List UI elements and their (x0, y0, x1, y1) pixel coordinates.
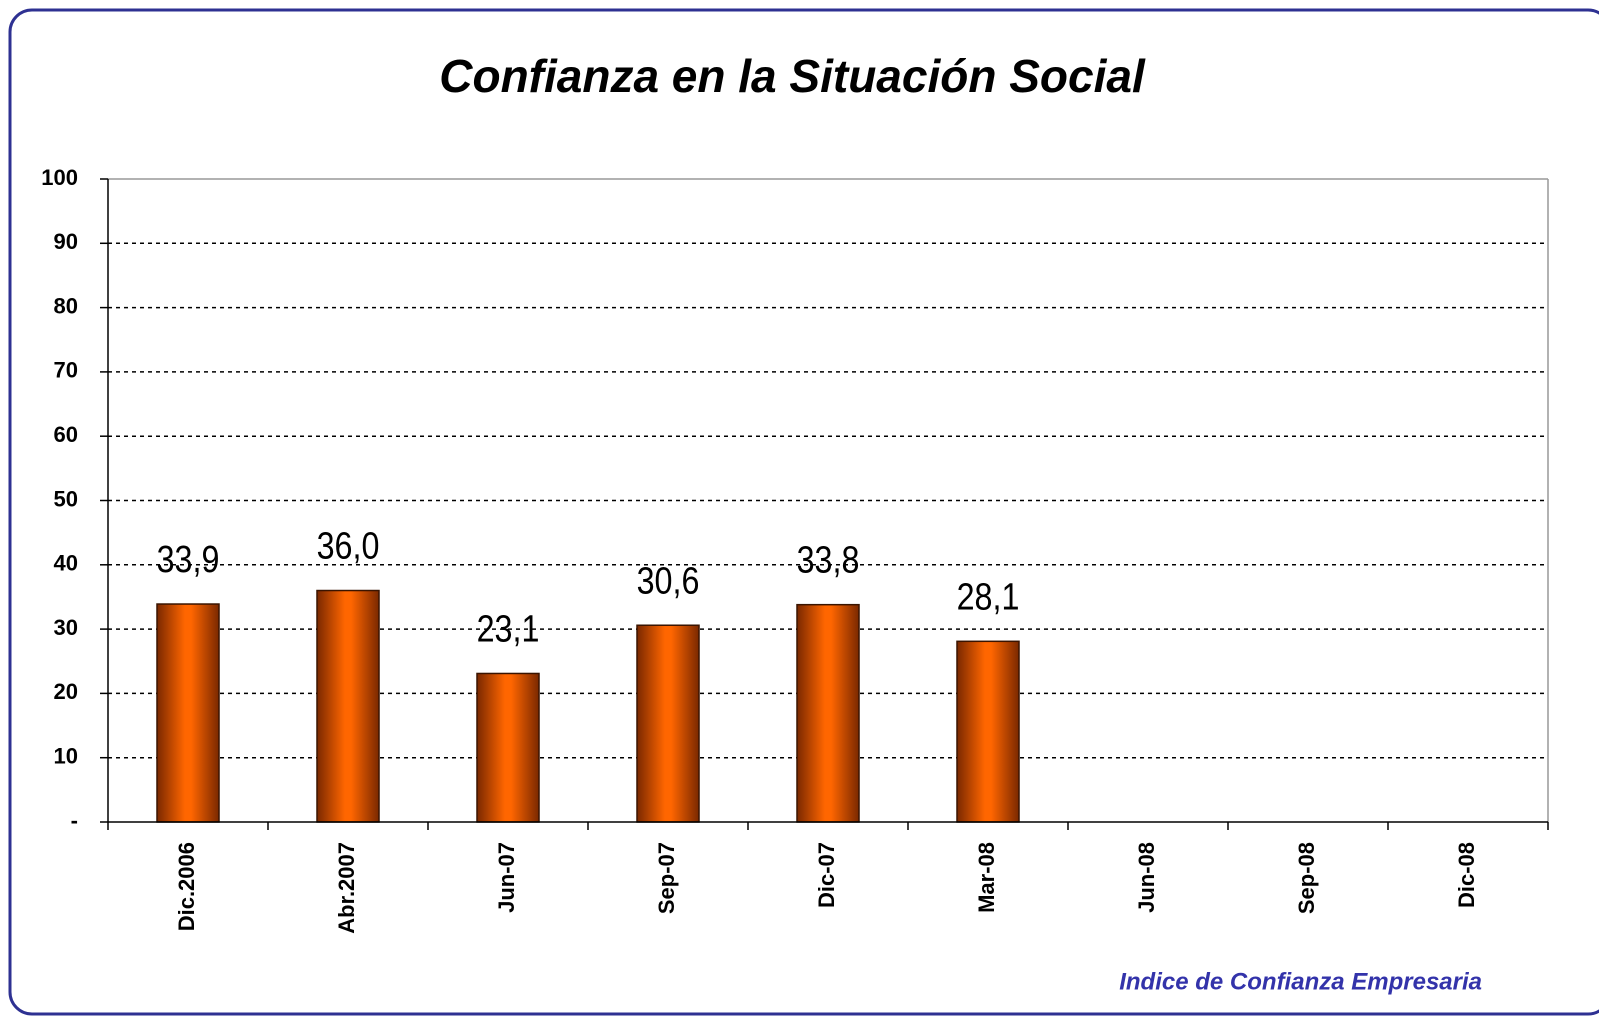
data-label: 33,9 (157, 539, 220, 581)
data-label: 36,0 (317, 525, 380, 567)
x-tick-label: Sep-08 (1294, 842, 1319, 914)
bar (636, 624, 700, 823)
x-tick-label: Abr.2007 (334, 842, 359, 934)
bar (796, 603, 860, 823)
x-tick-label: Jun-08 (1134, 842, 1159, 913)
x-tick-label: Sep-07 (654, 842, 679, 914)
y-tick-label: 30 (54, 615, 78, 640)
x-tick-label: Mar-08 (974, 842, 999, 913)
data-label: 33,8 (797, 539, 860, 581)
bar (156, 603, 220, 823)
x-tick-label: Dic.2006 (174, 842, 199, 931)
data-label: 30,6 (637, 560, 700, 602)
y-tick-label: - (71, 808, 78, 833)
y-tick-label: 70 (54, 358, 78, 383)
y-tick-label: 40 (54, 551, 78, 576)
x-tick-label: Dic-08 (1454, 842, 1479, 908)
data-label: 28,1 (957, 576, 1020, 618)
y-tick-label: 100 (41, 165, 78, 190)
source-note: Indice de Confianza Empresaria (1119, 968, 1482, 995)
y-tick-label: 20 (54, 679, 78, 704)
y-tick-label: 90 (54, 229, 78, 254)
bar (476, 672, 540, 823)
y-tick-label: 50 (54, 486, 78, 511)
chart-title: Confianza en la Situación Social (439, 50, 1146, 102)
bar (956, 640, 1020, 823)
y-tick-label: 60 (54, 422, 78, 447)
bar (316, 589, 380, 823)
y-tick-label: 80 (54, 293, 78, 318)
x-tick-label: Jun-07 (494, 842, 519, 913)
data-label: 23,1 (477, 608, 540, 650)
y-tick-label: 10 (54, 744, 78, 769)
chart-frame (8, 8, 1599, 1016)
x-tick-label: Dic-07 (814, 842, 839, 908)
